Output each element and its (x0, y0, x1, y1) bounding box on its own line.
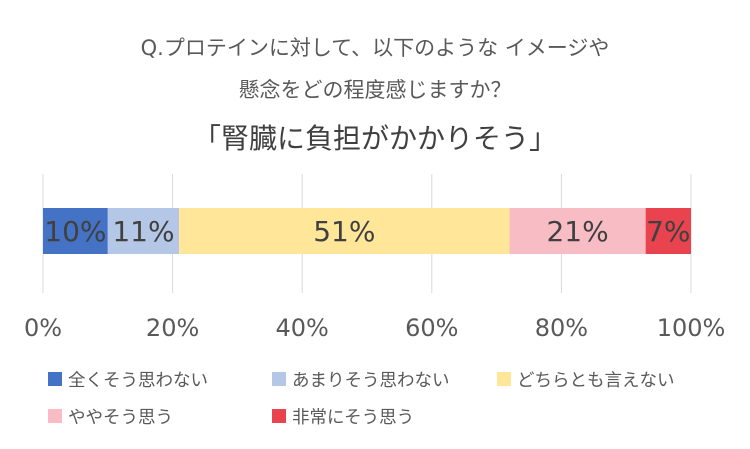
bar-segment (43, 208, 108, 254)
legend-item-neutral: どちらとも言えない (497, 367, 675, 391)
chart-title-line-2: 懸念をどの程度感じますか？ (238, 78, 512, 102)
legend-item-somewhat-agree: ややそう思う (48, 404, 173, 428)
x-tick-label: 20% (146, 314, 199, 342)
legend-row-1: 全くそう思わない あまりそう思わない どちらとも言えない (0, 367, 750, 391)
data-label: 7% (646, 215, 690, 248)
data-label: 21% (546, 215, 608, 248)
x-tick-label: 60% (405, 314, 458, 342)
x-tick-label: 100% (657, 314, 726, 342)
bar-segment (107, 208, 180, 254)
legend-label: どちらとも言えない (517, 370, 675, 391)
x-tick-label: 40% (276, 314, 329, 342)
legend-swatch (497, 372, 511, 386)
legend-swatch (272, 409, 286, 423)
legend-row-2: ややそう思う 非常にそう思う (0, 404, 750, 428)
legend-swatch (48, 372, 62, 386)
legend-label: 全くそう思わない (68, 370, 208, 391)
bar-segment (645, 208, 691, 254)
data-label: 10% (44, 215, 106, 248)
chart-title: 「腎臓に負担がかかりそう」 (192, 122, 557, 155)
chart-title-line-1: Q.プロテインに対して、以下のような イメージや (140, 36, 610, 60)
x-tick-label: 0% (24, 314, 62, 342)
legend-label: あまりそう思わない (292, 370, 450, 391)
data-label: 51% (313, 215, 375, 248)
data-label: 11% (112, 215, 174, 248)
legend-item-strongly-agree: 非常にそう思う (272, 404, 414, 428)
legend-swatch (272, 372, 286, 386)
legend-label: 非常にそう思う (292, 407, 415, 428)
x-tick-label: 80% (535, 314, 588, 342)
bar-segment (179, 208, 510, 254)
legend-item-strongly-disagree: 全くそう思わない (48, 367, 208, 391)
bar-segment (509, 208, 646, 254)
legend-label: ややそう思う (68, 407, 173, 428)
legend-swatch (48, 409, 62, 423)
legend-item-disagree: あまりそう思わない (272, 367, 450, 391)
